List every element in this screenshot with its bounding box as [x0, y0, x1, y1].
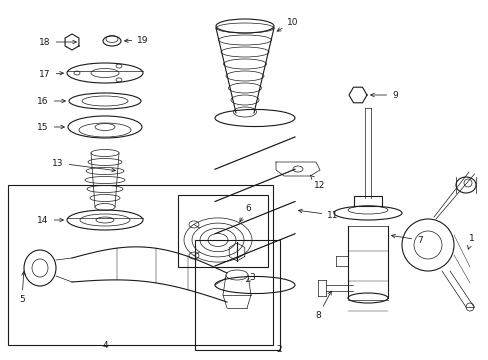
Text: 15: 15 — [37, 122, 64, 131]
Bar — [195, 240, 280, 350]
Text: 2: 2 — [276, 346, 281, 355]
Text: 18: 18 — [39, 37, 76, 46]
Text: 4: 4 — [102, 341, 107, 350]
Text: 17: 17 — [39, 69, 63, 78]
Text: 10: 10 — [277, 18, 298, 31]
Text: 9: 9 — [370, 90, 397, 99]
Text: 6: 6 — [239, 203, 250, 222]
Bar — [353, 196, 381, 206]
Text: 19: 19 — [124, 36, 148, 45]
Text: 1: 1 — [467, 234, 474, 249]
Text: 12: 12 — [310, 175, 325, 189]
Text: 13: 13 — [52, 158, 115, 172]
Text: 5: 5 — [19, 272, 25, 305]
Bar — [178, 195, 267, 267]
Text: 16: 16 — [37, 96, 65, 105]
Text: 3: 3 — [246, 274, 254, 283]
Bar — [8, 185, 272, 345]
Text: 11: 11 — [298, 209, 338, 220]
Text: 7: 7 — [391, 234, 422, 244]
Text: 8: 8 — [314, 291, 330, 320]
Text: 14: 14 — [37, 216, 63, 225]
